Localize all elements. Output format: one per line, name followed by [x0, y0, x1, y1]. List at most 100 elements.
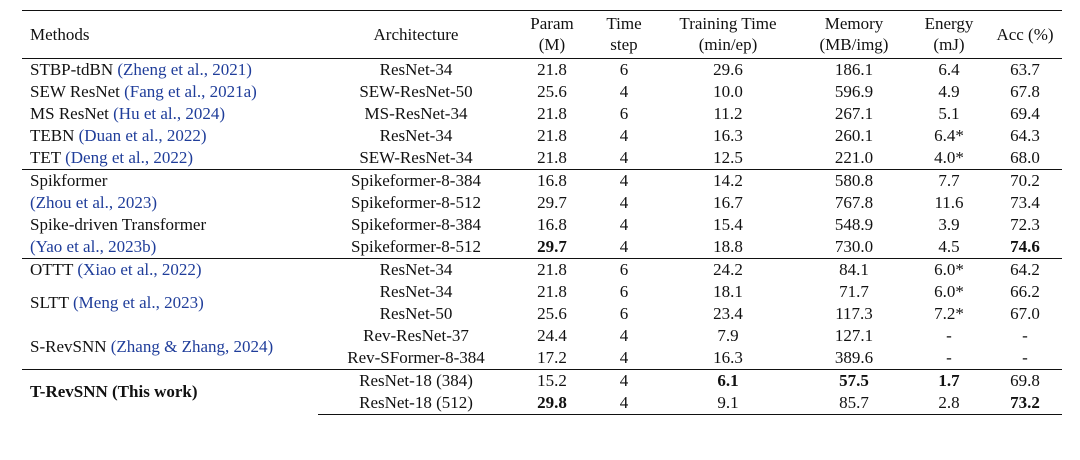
param-cell: 21.8 [514, 258, 590, 281]
training-time-cell: 18.8 [713, 237, 743, 256]
table-row: S-RevSNN (Zhang & Zhang, 2024) Rev-ResNe… [22, 325, 1062, 356]
timestep-cell: 6 [619, 104, 629, 123]
table-row: MS ResNet (Hu et al., 2024) MS-ResNet-34… [22, 103, 1062, 125]
method-citation[interactable]: (Fang et al., 2021a) [124, 82, 257, 101]
method-name: TET [30, 148, 66, 167]
header-memory: Memory (MB/img) [798, 10, 910, 59]
method-citation[interactable]: (Zhang & Zhang, 2024) [110, 337, 274, 356]
timestep-cell: 4 [619, 348, 629, 367]
timestep-cell: 4 [619, 148, 629, 167]
param-cell: 21.8 [537, 60, 567, 79]
param-cell: 29.7 [537, 237, 567, 256]
timestep-cell: 6 [619, 282, 629, 301]
timestep-cell: 4 [619, 237, 629, 256]
param-cell: 21.8 [537, 282, 567, 301]
header-param-line1: Param [530, 14, 574, 33]
param-cell: 15.2 [514, 369, 590, 392]
header-timestep-line1: Time [606, 14, 642, 33]
table-row: T-RevSNN (This work) ResNet-18 (384) 15.… [22, 369, 1062, 415]
param-cell: 25.6 [537, 304, 567, 323]
method-citation[interactable]: (Deng et al., 2022) [65, 148, 194, 167]
param-cell: 16.8 [514, 169, 590, 192]
method-name: MS ResNet [30, 104, 114, 123]
method-cell: (Zhou et al., 2023) [22, 192, 318, 214]
memory-cell: 389.6 [834, 348, 874, 367]
method-name: Spike-driven Transformer [30, 215, 207, 234]
method-name: STBP-tdBN [30, 60, 118, 79]
method-cell: Spikformer [22, 169, 318, 192]
acc-cell: 69.8 [988, 369, 1062, 392]
training-time-cell: 14.2 [658, 169, 798, 192]
method-citation[interactable]: (Hu et al., 2024) [113, 104, 226, 123]
acc-cell: 69.4 [1010, 104, 1040, 123]
method-citation[interactable]: (Zhou et al., 2023) [30, 193, 157, 212]
acc-cell: 70.2 [988, 169, 1062, 192]
header-memory-line2: (MB/img) [819, 35, 889, 54]
acc-cell: 74.6 [1010, 237, 1040, 256]
header-energy: Energy (mJ) [910, 10, 988, 59]
method-cell: Spike-driven Transformer [22, 214, 318, 236]
energy-cell: 4.9 [938, 82, 960, 101]
table-row: TET (Deng et al., 2022) SEW-ResNet-34 21… [22, 147, 1062, 170]
header-row: Methods Architecture Param (M) Time step T… [22, 10, 1062, 59]
acc-cell: 72.3 [1010, 215, 1040, 234]
memory-cell: 767.8 [834, 193, 874, 212]
method-name: SLTT [30, 293, 73, 312]
architecture-cell: SEW-ResNet-34 [359, 148, 473, 167]
method-citation[interactable]: (Meng et al., 2023) [73, 293, 204, 312]
memory-cell: 267.1 [834, 104, 874, 123]
memory-cell: 71.7 [839, 282, 869, 301]
header-energy-line2: (mJ) [933, 35, 965, 54]
timestep-cell: 4 [619, 82, 629, 101]
energy-cell: 2.8 [910, 392, 988, 415]
method-citation[interactable]: (Zheng et al., 2021) [117, 60, 252, 79]
header-param: Param (M) [514, 10, 590, 59]
param-cell: 21.8 [537, 104, 567, 123]
header-methods: Methods [22, 10, 318, 59]
table-row: ResNet-18 (512) 29.8 4 9.1 85.7 2.8 73.2 [22, 392, 1062, 415]
acc-cell: 66.2 [1010, 282, 1040, 301]
memory-cell: 221.0 [834, 148, 874, 167]
acc-cell: - [1022, 348, 1028, 367]
architecture-cell: ResNet-34 [379, 282, 453, 301]
method-citation[interactable]: (Yao et al., 2023b) [30, 237, 157, 256]
method-cell: (Yao et al., 2023b) [22, 236, 318, 259]
timestep-cell: 4 [619, 126, 629, 145]
memory-cell: 580.8 [798, 169, 910, 192]
table-row: OTTT (Xiao et al., 2022) ResNet-34 21.8 … [22, 258, 1062, 281]
method-name: T-RevSNN (This work) [30, 382, 198, 402]
timestep-cell: 4 [590, 392, 658, 415]
header-training-time-line1: Training Time [679, 14, 777, 33]
training-time-cell: 10.0 [713, 82, 743, 101]
table-row: SEW ResNet (Fang et al., 2021a) SEW-ResN… [22, 81, 1062, 103]
training-time-cell: 11.2 [713, 104, 743, 123]
memory-cell: 260.1 [834, 126, 874, 145]
training-time-cell: 6.1 [658, 369, 798, 392]
method-cell: STBP-tdBN (Zheng et al., 2021) [22, 59, 318, 82]
energy-cell: 6.4* [934, 126, 964, 145]
training-time-cell: 24.2 [658, 258, 798, 281]
header-timestep-line2: step [610, 35, 638, 54]
comparison-table-container: Methods Architecture Param (M) Time step T… [22, 10, 1062, 415]
method-citation[interactable]: (Duan et al., 2022) [78, 126, 207, 145]
param-cell: 17.2 [537, 348, 567, 367]
method-citation[interactable]: (Xiao et al., 2022) [77, 260, 202, 279]
param-cell: 25.6 [537, 82, 567, 101]
method-cell: MS ResNet (Hu et al., 2024) [22, 103, 318, 125]
architecture-cell: Spikeformer-8-384 [318, 169, 514, 192]
header-training-time: Training Time (min/ep) [658, 10, 798, 59]
acc-cell: 67.0 [1010, 304, 1040, 323]
timestep-cell: 4 [619, 193, 629, 212]
energy-cell: 6.0* [934, 282, 964, 301]
method-name: S-RevSNN [30, 337, 111, 356]
training-time-cell: 16.7 [713, 193, 743, 212]
memory-cell: 730.0 [834, 237, 874, 256]
architecture-cell: ResNet-34 [379, 126, 453, 145]
energy-cell: 11.6 [934, 193, 964, 212]
param-cell: 21.8 [537, 126, 567, 145]
param-cell: 29.8 [514, 392, 590, 415]
table-row: ResNet-50 25.6 6 23.4 117.3 7.2* 67.0 [22, 303, 1062, 325]
architecture-cell: ResNet-34 [318, 258, 514, 281]
timestep-cell: 6 [619, 60, 629, 79]
training-time-cell: 15.4 [713, 215, 743, 234]
